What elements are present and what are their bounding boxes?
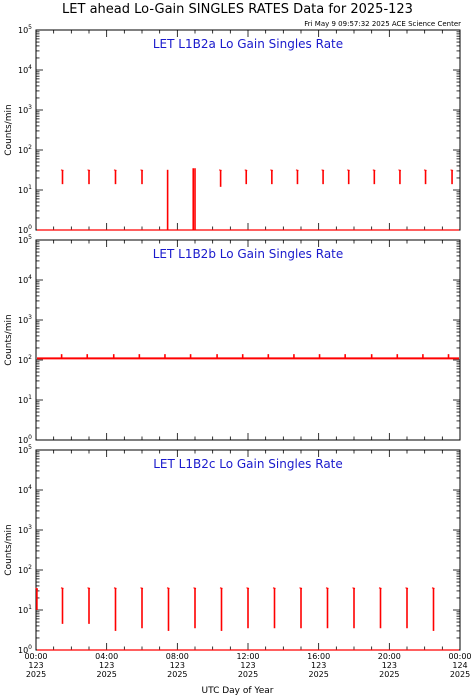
series-spike-cap (270, 169, 274, 172)
series-spike-cap (405, 587, 409, 590)
page-title: LET ahead Lo-Gain SINGLES RATES Data for… (62, 2, 413, 17)
series-spike-cap (193, 587, 197, 590)
y-axis-label: Counts/min (4, 524, 14, 575)
y-tick-label: 103 (18, 104, 32, 115)
y-tick-label: 105 (18, 24, 32, 35)
series-spike-cap (450, 169, 454, 172)
series-spike-cap (244, 169, 248, 172)
series-spike-cap (35, 587, 39, 590)
x-tick-label-year: 2025 (26, 670, 46, 679)
y-tick-label: 102 (18, 144, 32, 155)
series-spike-cap (140, 587, 144, 590)
series-spike-cap (166, 587, 170, 590)
series-spike-cap (325, 587, 329, 590)
x-tick-label-year: 2025 (167, 670, 187, 679)
y-tick-label: 102 (18, 354, 32, 365)
y-tick-label: 104 (18, 274, 32, 285)
series-spike-cap (87, 587, 91, 590)
timestamp: Fri May 9 09:57:32 2025 ACE Science Cent… (304, 20, 461, 28)
x-tick-label-year: 2025 (450, 670, 470, 679)
series-spike-cap (431, 587, 435, 590)
x-tick-label-time: 16:00 (307, 652, 330, 661)
series-spike-cap (299, 587, 303, 590)
x-tick-label-year: 2025 (96, 670, 116, 679)
x-tick-label-time: 20:00 (378, 652, 401, 661)
x-tick-label-time: 08:00 (166, 652, 189, 661)
plot-frame-2 (35, 239, 461, 441)
y-tick-label: 103 (18, 314, 32, 325)
series-spike-cap (60, 587, 64, 590)
x-tick-label-doy: 123 (170, 661, 185, 670)
x-tick-label-doy: 123 (28, 661, 43, 670)
x-tick-label-time: 04:00 (95, 652, 118, 661)
x-tick-label-time: 00:00 (24, 652, 47, 661)
series-spike-cap (347, 169, 350, 172)
panel-title-1: LET L1B2a Lo Gain Singles Rate (153, 37, 343, 51)
series-spike-cap (272, 587, 276, 590)
y-axis-label: Counts/min (4, 314, 14, 365)
y-tick-label: 101 (18, 394, 32, 405)
series-spike-cap (246, 587, 250, 590)
x-tick-label-doy: 123 (311, 661, 326, 670)
y-tick-label: 100 (18, 224, 32, 235)
x-tick-label-time: 12:00 (236, 652, 259, 661)
series-spike-cap (398, 169, 402, 172)
y-tick-label: 100 (18, 644, 32, 655)
series-spike-cap (372, 169, 376, 172)
series-spike-cap (423, 169, 427, 172)
x-tick-label-year: 2025 (308, 670, 328, 679)
series-spike-cap (60, 169, 64, 172)
y-tick-label: 102 (18, 564, 32, 575)
y-tick-label: 100 (18, 434, 32, 445)
y-tick-label: 105 (18, 234, 32, 245)
plot-frame-1 (35, 29, 461, 231)
x-tick-label-year: 2025 (379, 670, 399, 679)
y-tick-label: 101 (18, 604, 32, 615)
x-tick-label-time: 00:00 (448, 652, 471, 661)
x-tick-label-doy: 123 (382, 661, 397, 670)
y-tick-label: 105 (18, 444, 32, 455)
series-spike-cap (219, 587, 223, 590)
x-tick-label-year: 2025 (238, 670, 258, 679)
panel-title-2: LET L1B2b Lo Gain Singles Rate (153, 247, 344, 261)
series-spike-cap (352, 587, 356, 590)
y-tick-label: 104 (18, 484, 32, 495)
series-spike-cap (113, 169, 117, 172)
series-spike-cap (295, 169, 299, 172)
series-spike-cap (378, 587, 382, 590)
series-spike-cap (218, 169, 222, 172)
x-tick-label-doy: 123 (99, 661, 114, 670)
series-spike-cap (87, 169, 91, 172)
series-spike-cap (321, 169, 325, 172)
x-axis-label: UTC Day of Year (201, 686, 274, 696)
series-spike-cap (140, 169, 144, 172)
series-spike-cap (113, 587, 117, 590)
x-tick-label-doy: 124 (452, 661, 467, 670)
y-tick-label: 103 (18, 524, 32, 535)
panel-title-3: LET L1B2c Lo Gain Singles Rate (153, 457, 343, 471)
y-tick-label: 104 (18, 64, 32, 75)
y-tick-label: 101 (18, 184, 32, 195)
y-axis-label: Counts/min (4, 104, 14, 155)
x-tick-label-doy: 123 (240, 661, 255, 670)
